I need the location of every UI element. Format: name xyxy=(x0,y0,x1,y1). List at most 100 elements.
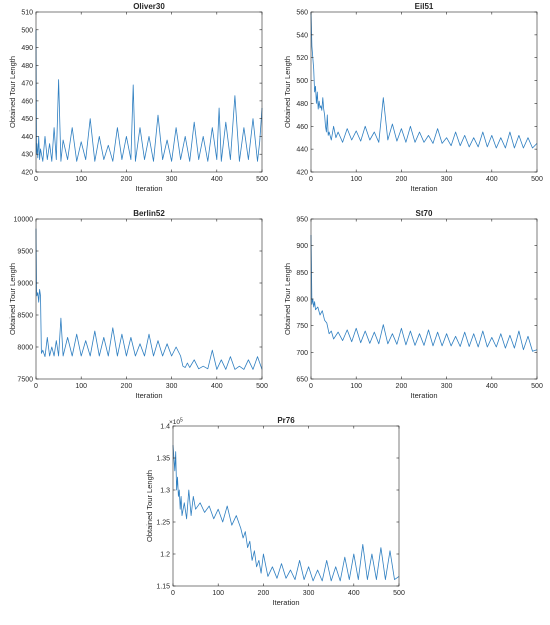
x-tick-label: 200 xyxy=(121,383,133,390)
x-tick-label: 400 xyxy=(486,176,498,183)
x-tick-label: 300 xyxy=(441,176,453,183)
x-tick-label: 0 xyxy=(309,176,313,183)
chart-pr76: Pr76 0 100 200 300 400 500 1.15 1.2 1.25 1.3 1.35 1.… xyxy=(137,414,412,620)
chart-title: Oliver30 xyxy=(133,2,165,11)
x-tick-label: 300 xyxy=(166,383,178,390)
x-tick-label: 400 xyxy=(348,590,360,597)
x-tick-label: 200 xyxy=(258,590,270,597)
chart-berlin52: Berlin52 0 100 200 300 400 500 7500 8000 8500 9000… xyxy=(0,207,275,414)
y-tick-label: 650 xyxy=(296,377,308,384)
y-tick-label: 500 xyxy=(21,27,33,34)
chart-svg: Oliver30 0 100 200 300 400 500 420 430 440 450 460 4… xyxy=(8,2,268,193)
x-tick-label: 100 xyxy=(350,383,362,390)
x-tick-label: 100 xyxy=(75,383,87,390)
x-axis-label: Iteration xyxy=(272,598,299,607)
x-tick-label: 0 xyxy=(171,590,175,597)
y-tick-label: 560 xyxy=(296,10,308,17)
chart-oliver30: Oliver30 0 100 200 300 400 500 420 430 440 450 460 4… xyxy=(0,0,275,207)
plot-frame xyxy=(35,11,263,173)
y-tick-label: 510 xyxy=(21,10,33,17)
x-tick-label: 0 xyxy=(34,383,38,390)
chart-svg: Pr76 0 100 200 300 400 500 1.15 1.2 1.25 1.3 1.35 1.… xyxy=(145,416,405,607)
y-tick-label: 480 xyxy=(296,101,308,108)
x-tick-label: 500 xyxy=(393,590,405,597)
x-tick-label: 500 xyxy=(531,176,543,183)
y-axis-label: Obtained Tour Length xyxy=(8,263,17,335)
y-tick-label: 950 xyxy=(296,217,308,224)
x-tick-label: 300 xyxy=(303,590,315,597)
x-axis-label: Iteration xyxy=(135,391,162,400)
chart-eil51: Eil51 0 100 200 300 400 500 420 440 460 480 500 520 5… xyxy=(275,0,550,207)
chart-st70: St70 0 100 200 300 400 500 650 700 750 800 850 900 95… xyxy=(275,207,550,414)
series-line xyxy=(310,234,538,352)
y-axis-label: Obtained Tour Length xyxy=(8,56,17,128)
y-tick-label: 7500 xyxy=(17,377,33,384)
plot-frame xyxy=(172,425,400,587)
y-tick-label: 470 xyxy=(21,81,33,88)
chart-svg: Eil51 0 100 200 300 400 500 420 440 460 480 500 520 5… xyxy=(283,2,543,193)
x-tick-label: 500 xyxy=(256,176,268,183)
y-tick-label: 1.35 xyxy=(156,456,170,463)
x-tick-label: 200 xyxy=(396,176,408,183)
y-tick-label: 460 xyxy=(296,124,308,131)
y-tick-label: 420 xyxy=(296,170,308,177)
y-tick-label: 10000 xyxy=(14,217,34,224)
y-tick-label: 430 xyxy=(21,152,33,159)
y-axis-label: Obtained Tour Length xyxy=(283,56,292,128)
y-axis-label: Obtained Tour Length xyxy=(283,263,292,335)
chart-svg: St70 0 100 200 300 400 500 650 700 750 800 850 900 95… xyxy=(283,209,543,400)
plot-frame xyxy=(310,11,538,173)
y-tick-label: 540 xyxy=(296,32,308,39)
y-tick-label: 900 xyxy=(296,243,308,250)
y-exponent-power: 5 xyxy=(180,418,183,424)
plot-frame xyxy=(35,218,263,380)
x-tick-label: 100 xyxy=(212,590,224,597)
y-tick-label: 490 xyxy=(21,45,33,52)
y-tick-label: 440 xyxy=(21,134,33,141)
chart-title: Berlin52 xyxy=(133,209,165,218)
x-tick-label: 300 xyxy=(441,383,453,390)
x-tick-label: 500 xyxy=(531,383,543,390)
y-tick-label: 700 xyxy=(296,350,308,357)
y-tick-label: 1.15 xyxy=(156,584,170,591)
series-line xyxy=(35,29,263,162)
chart-title: Pr76 xyxy=(277,416,295,425)
y-tick-label: 520 xyxy=(296,55,308,62)
series-line xyxy=(35,228,263,370)
y-tick-label: 1.3 xyxy=(160,488,170,495)
x-tick-label: 100 xyxy=(350,176,362,183)
x-tick-label: 400 xyxy=(211,176,223,183)
y-tick-label: 1.25 xyxy=(156,520,170,527)
x-tick-label: 500 xyxy=(256,383,268,390)
y-tick-label: 800 xyxy=(296,297,308,304)
x-tick-label: 400 xyxy=(211,383,223,390)
y-tick-label: 9500 xyxy=(17,249,33,256)
y-tick-label: 9000 xyxy=(17,281,33,288)
chart-title: Eil51 xyxy=(415,2,434,11)
y-tick-label: 8500 xyxy=(17,313,33,320)
x-tick-label: 200 xyxy=(121,176,133,183)
x-tick-label: 0 xyxy=(309,383,313,390)
y-tick-label: 450 xyxy=(21,116,33,123)
y-axis-label: Obtained Tour Length xyxy=(145,470,154,542)
plot-frame xyxy=(310,218,538,380)
series-line xyxy=(310,11,538,149)
x-tick-label: 300 xyxy=(166,176,178,183)
chart-svg: Berlin52 0 100 200 300 400 500 7500 8000 8500 9000… xyxy=(8,209,268,400)
x-tick-label: 0 xyxy=(34,176,38,183)
series-line xyxy=(172,445,400,582)
y-tick-label: 750 xyxy=(296,323,308,330)
x-axis-label: Iteration xyxy=(410,391,437,400)
y-tick-label: 480 xyxy=(21,63,33,70)
x-tick-label: 100 xyxy=(75,176,87,183)
y-tick-label: 850 xyxy=(296,270,308,277)
chart-title: St70 xyxy=(416,209,433,218)
x-tick-label: 200 xyxy=(396,383,408,390)
y-tick-label: 460 xyxy=(21,98,33,105)
y-tick-label: 500 xyxy=(296,78,308,85)
y-tick-label: 8000 xyxy=(17,345,33,352)
y-tick-label: 1.4 xyxy=(160,424,170,431)
y-tick-label: 440 xyxy=(296,147,308,154)
y-tick-label: 1.2 xyxy=(160,552,170,559)
y-exponent-label: ×105 xyxy=(169,418,183,427)
